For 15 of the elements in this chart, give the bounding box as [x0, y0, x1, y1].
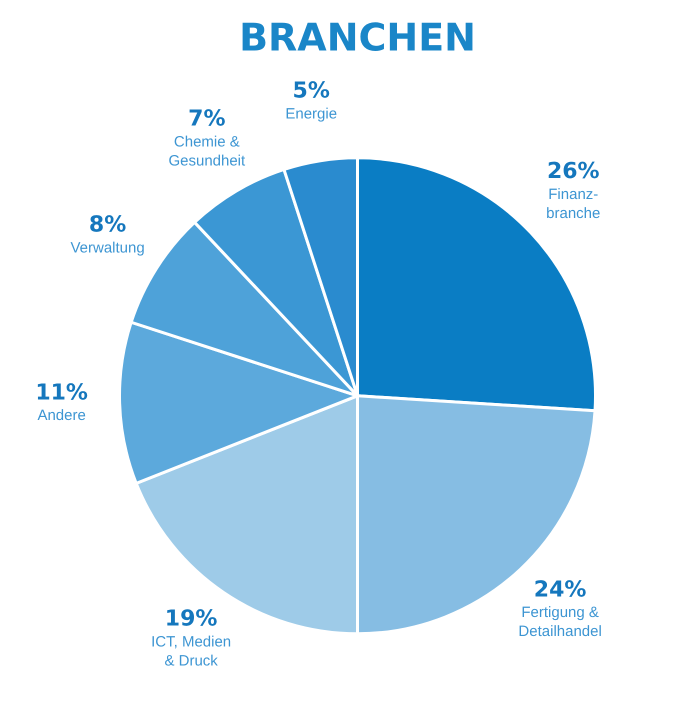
slice-label: Fertigung & Detailhandel — [518, 604, 602, 640]
slice-label: Energie — [285, 106, 338, 123]
slice-label: Chemie & Gesundheit — [168, 134, 246, 170]
data-label: 19% — [164, 606, 218, 632]
slice-label: Finanz- branche — [546, 186, 600, 222]
data-label: 8% — [88, 212, 126, 238]
data-label: 24% — [534, 577, 586, 602]
data-label: 7% — [188, 106, 226, 132]
data-label: 5% — [292, 78, 330, 104]
data-label: 26% — [546, 158, 600, 184]
slice-label: Verwaltung — [70, 239, 145, 256]
chart-title: BRANCHEN — [239, 16, 476, 60]
slice-label: ICT, Medien & Druck — [151, 633, 232, 670]
data-label: 11% — [35, 380, 88, 406]
slice-label: Andere — [37, 407, 86, 424]
